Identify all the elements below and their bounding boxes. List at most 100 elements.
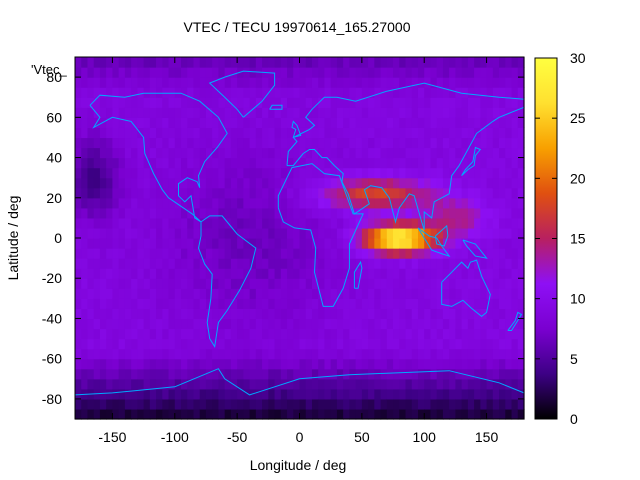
heatmap-cell [505,408,513,420]
heatmap-cell [224,77,232,88]
heatmap-cell [93,147,101,159]
heatmap-cell [368,378,375,390]
heatmap-cell [118,227,126,239]
heatmap-cell [174,57,182,68]
heatmap-cell [287,147,294,159]
heatmap-cell [99,348,107,360]
heatmap-cell [262,157,269,169]
heatmap-cell [480,227,488,239]
heatmap-cell [374,77,382,88]
heatmap-cell [187,238,195,249]
heatmap-cell [361,388,369,400]
heatmap-cell [131,258,138,269]
heatmap-cell [449,348,457,360]
heatmap-cell [343,207,350,219]
heatmap-cell [243,328,251,340]
heatmap-cell [174,398,182,410]
heatmap-cell [492,177,500,189]
heatmap-cell [411,187,419,199]
heatmap-cell [162,107,170,118]
heatmap-cell [368,217,375,229]
heatmap-cell [112,288,120,299]
heatmap-cell [355,107,363,118]
heatmap-cell [137,217,145,229]
heatmap-cell [237,227,244,239]
heatmap-cell [474,67,481,78]
heatmap-cell [324,227,332,239]
heatmap-cell [299,147,307,159]
heatmap-cell [480,107,488,118]
heatmap-cell [156,157,163,169]
heatmap-cell [143,107,151,118]
heatmap-cell [280,107,288,118]
heatmap-cell [480,398,488,410]
heatmap-cell [511,308,519,320]
heatmap-cell [230,77,238,88]
heatmap-cell [355,117,363,128]
heatmap-cell [505,318,513,330]
heatmap-cell [374,248,382,259]
heatmap-cell [162,388,170,400]
heatmap-cell [106,197,114,209]
heatmap-cell [280,197,288,209]
heatmap-cell [237,398,244,410]
heatmap-cell [205,207,213,219]
heatmap-cell [386,227,394,239]
heatmap-cell [237,137,244,149]
heatmap-cell [430,227,438,239]
heatmap-cell [199,67,207,78]
heatmap-cell [243,167,251,179]
heatmap-cell [343,338,350,350]
heatmap-cell [355,318,363,330]
heatmap-cell [324,107,332,118]
heatmap-cell [149,147,157,159]
heatmap-cell [224,187,232,199]
heatmap-cell [162,378,170,390]
heatmap-cell [255,107,263,118]
heatmap-cell [486,227,494,239]
heatmap-cell [324,207,332,219]
heatmap-cell [143,258,151,269]
heatmap-cell [461,278,469,289]
heatmap-cell [449,137,457,149]
heatmap-cell [436,97,444,108]
heatmap-cell [449,207,457,219]
heatmap-cell [75,137,82,149]
heatmap-cell [168,288,176,299]
heatmap-cell [124,227,132,239]
heatmap-cell [361,67,369,78]
heatmap-cell [517,288,525,299]
heatmap-cell [168,248,176,259]
heatmap-cell [405,187,413,199]
heatmap-cell [511,67,519,78]
heatmap-cell [299,328,307,340]
heatmap-cell [106,117,114,128]
heatmap-cell [417,87,425,98]
heatmap-cell [293,328,301,340]
heatmap-cell [274,298,282,309]
heatmap-cell [480,127,488,139]
heatmap-cell [324,258,332,269]
heatmap-cell [380,298,388,309]
heatmap-cell [499,157,506,169]
heatmap-cell [343,217,350,229]
heatmap-cell [75,298,82,309]
heatmap-cell [268,77,276,88]
heatmap-cell [417,358,425,370]
heatmap-cell [230,97,238,108]
heatmap-cell [193,398,201,410]
heatmap-cell [143,308,151,320]
heatmap-cell [156,388,163,400]
heatmap-cell [218,217,226,229]
heatmap-cell [274,167,282,179]
heatmap-cell [118,187,126,199]
heatmap-cell [411,298,419,309]
heatmap-cell [305,97,313,108]
heatmap-cell [199,217,207,229]
heatmap-cell [274,268,282,279]
heatmap-cell [505,238,513,249]
heatmap-cell [106,167,114,179]
heatmap-cell [424,308,432,320]
heatmap-cell [205,288,213,299]
heatmap-cell [380,177,388,189]
